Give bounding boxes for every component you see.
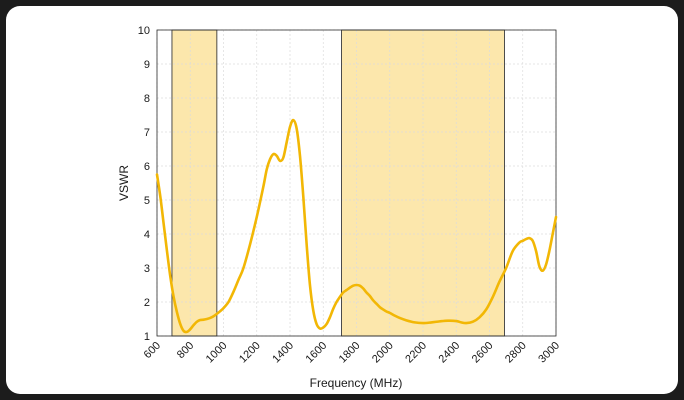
x-tick-label: 1600 [304,340,330,366]
x-tick-label: 1000 [204,340,230,366]
gridlines [156,29,557,337]
x-tick-label: 3000 [536,340,562,366]
y-tick-label: 3 [144,263,150,275]
x-tick-label: 800 [175,340,196,361]
x-tick-label: 2000 [370,340,396,366]
y-tick-label: 5 [144,195,150,207]
x-tick-label: 1800 [337,340,363,366]
y-tick-labels: 1 2 3 4 5 6 7 8 9 10 [138,25,150,343]
x-tick-label: 1200 [237,340,263,366]
y-tick-label: 4 [144,229,150,241]
plot-frame [156,29,557,337]
y-tick-label: 6 [144,161,150,173]
x-tick-label: 2800 [503,340,529,366]
shaded-band-1 [171,30,217,336]
y-tick-label: 2 [144,297,150,309]
x-tick-label: 1400 [270,340,296,366]
y-tick-label: 7 [144,127,150,139]
x-tick-label: 2200 [403,340,429,366]
y-axis-title: VSWR [117,165,131,201]
series-lines [155,118,558,334]
y-tick-label: 9 [144,59,150,71]
x-axis-title: Frequency (MHz) [310,376,403,390]
x-tick-labels: 600 800 1000 1200 1400 1600 1800 2000 2200 2400 26… [142,340,562,366]
x-tick-label: 2600 [470,340,496,366]
y-tick-label: 10 [138,25,150,37]
vswr-series-line-1 [155,118,558,334]
y-tick-label: 8 [144,93,150,105]
x-tick-label: 2400 [437,340,463,366]
y-tick-label: 1 [144,331,150,343]
